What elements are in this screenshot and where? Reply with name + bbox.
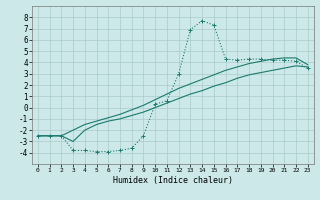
X-axis label: Humidex (Indice chaleur): Humidex (Indice chaleur)	[113, 176, 233, 185]
